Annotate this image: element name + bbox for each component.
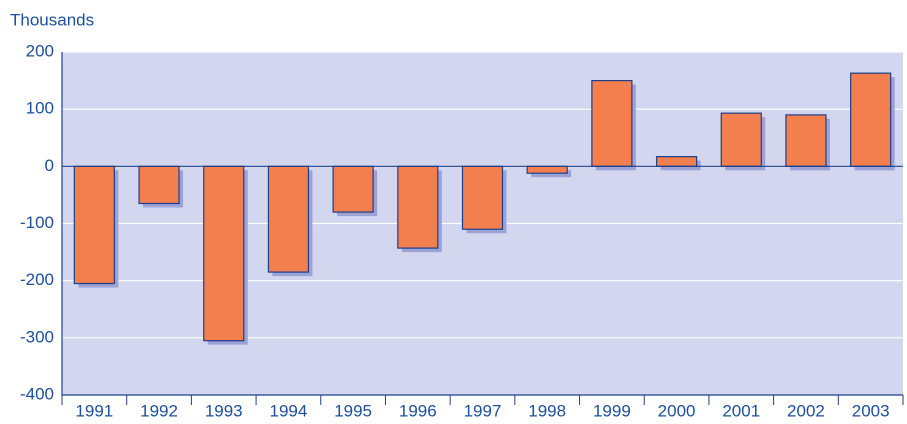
bar xyxy=(720,112,762,167)
bar xyxy=(203,165,245,342)
x-tick-label: 1995 xyxy=(334,401,372,420)
x-tick-label: 1996 xyxy=(399,401,437,420)
y-tick-label: 0 xyxy=(45,156,54,175)
bar xyxy=(785,114,827,167)
x-tick-label: 2002 xyxy=(787,401,825,420)
bar xyxy=(850,72,892,167)
x-tick-label: 1991 xyxy=(75,401,113,420)
bar xyxy=(655,156,698,167)
bar xyxy=(73,165,115,285)
bar xyxy=(526,165,568,174)
x-tick-label: 1993 xyxy=(205,401,243,420)
y-tick-label: -300 xyxy=(20,327,54,346)
y-tick-label: -400 xyxy=(20,384,54,403)
x-tick-label: 1992 xyxy=(140,401,178,420)
y-axis-unit: Thousands xyxy=(10,10,94,29)
x-tick-label: 2001 xyxy=(722,401,760,420)
x-tick-label: 2003 xyxy=(852,401,890,420)
y-tick-label: -100 xyxy=(20,213,54,232)
x-tick-label: 1997 xyxy=(464,401,502,420)
bar xyxy=(332,165,374,213)
x-tick-label: 1999 xyxy=(593,401,631,420)
x-tick-label: 1994 xyxy=(270,401,308,420)
bar xyxy=(138,165,180,205)
y-tick-label: 200 xyxy=(26,41,54,60)
y-tick-label: 100 xyxy=(26,99,54,118)
x-tick-label: 2000 xyxy=(658,401,696,420)
y-tick-label: -200 xyxy=(20,270,54,289)
x-tick-label: 1998 xyxy=(528,401,566,420)
bar xyxy=(461,165,504,230)
bar xyxy=(267,165,310,273)
bar xyxy=(397,165,439,249)
bar xyxy=(591,79,633,167)
